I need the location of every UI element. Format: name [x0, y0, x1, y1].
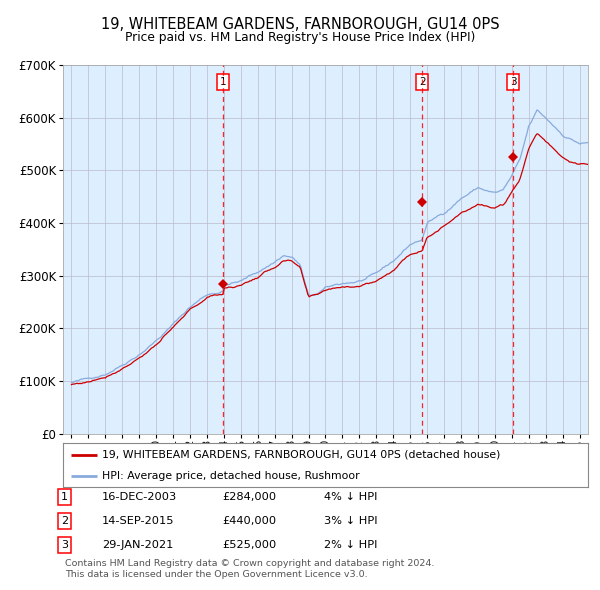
- Text: 4% ↓ HPI: 4% ↓ HPI: [324, 492, 377, 502]
- Text: Contains HM Land Registry data © Crown copyright and database right 2024.: Contains HM Land Registry data © Crown c…: [65, 559, 434, 568]
- Text: 14-SEP-2015: 14-SEP-2015: [102, 516, 175, 526]
- Text: 2: 2: [61, 516, 68, 526]
- Text: HPI: Average price, detached house, Rushmoor: HPI: Average price, detached house, Rush…: [103, 471, 360, 481]
- Text: This data is licensed under the Open Government Licence v3.0.: This data is licensed under the Open Gov…: [65, 571, 367, 579]
- Text: 3: 3: [61, 540, 68, 550]
- Text: 2% ↓ HPI: 2% ↓ HPI: [324, 540, 377, 550]
- Text: 29-JAN-2021: 29-JAN-2021: [102, 540, 173, 550]
- Text: Price paid vs. HM Land Registry's House Price Index (HPI): Price paid vs. HM Land Registry's House …: [125, 31, 475, 44]
- Text: £440,000: £440,000: [222, 516, 276, 526]
- Text: 3% ↓ HPI: 3% ↓ HPI: [324, 516, 377, 526]
- Text: 19, WHITEBEAM GARDENS, FARNBOROUGH, GU14 0PS: 19, WHITEBEAM GARDENS, FARNBOROUGH, GU14…: [101, 17, 499, 31]
- Text: 16-DEC-2003: 16-DEC-2003: [102, 492, 177, 502]
- Text: 2: 2: [419, 77, 425, 87]
- Text: £525,000: £525,000: [222, 540, 276, 550]
- Text: 1: 1: [220, 77, 227, 87]
- Text: 3: 3: [510, 77, 517, 87]
- Text: 1: 1: [61, 492, 68, 502]
- Text: 19, WHITEBEAM GARDENS, FARNBOROUGH, GU14 0PS (detached house): 19, WHITEBEAM GARDENS, FARNBOROUGH, GU14…: [103, 450, 501, 460]
- Text: £284,000: £284,000: [222, 492, 276, 502]
